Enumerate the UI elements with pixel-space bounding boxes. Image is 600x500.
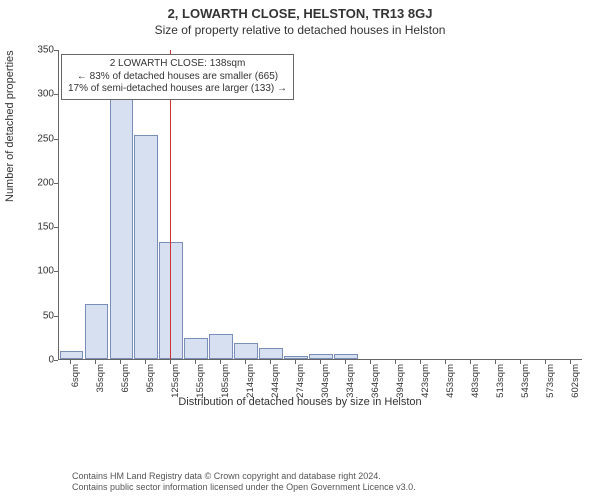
x-tick-label: 304sqm bbox=[320, 364, 331, 414]
y-tick-mark bbox=[54, 139, 58, 140]
x-tick-label: 602sqm bbox=[570, 364, 581, 414]
y-tick-label: 50 bbox=[24, 310, 54, 321]
x-tick-label: 513sqm bbox=[495, 364, 506, 414]
x-tick-label: 364sqm bbox=[370, 364, 381, 414]
histogram-bar bbox=[284, 356, 308, 359]
x-tick-label: 274sqm bbox=[295, 364, 306, 414]
y-tick-label: 0 bbox=[24, 355, 54, 366]
y-tick-mark bbox=[54, 271, 58, 272]
x-tick-label: 35sqm bbox=[95, 364, 106, 414]
footer-attribution: Contains HM Land Registry data © Crown c… bbox=[72, 471, 416, 494]
x-tick-label: 334sqm bbox=[345, 364, 356, 414]
y-tick-mark bbox=[54, 50, 58, 51]
annotation-line: 2 LOWARTH CLOSE: 138sqm bbox=[68, 58, 287, 71]
annotation-line: ← 83% of detached houses are smaller (66… bbox=[68, 71, 287, 84]
x-tick-label: 65sqm bbox=[120, 364, 131, 414]
y-tick-label: 350 bbox=[24, 45, 54, 56]
chart-container: Number of detached properties 2 LOWARTH … bbox=[0, 42, 600, 412]
x-tick-label: 6sqm bbox=[70, 364, 81, 414]
x-tick-label: 244sqm bbox=[270, 364, 281, 414]
x-tick-label: 125sqm bbox=[170, 364, 181, 414]
histogram-bar bbox=[110, 89, 134, 359]
histogram-bar bbox=[159, 242, 183, 359]
x-tick-label: 394sqm bbox=[395, 364, 406, 414]
x-tick-label: 543sqm bbox=[520, 364, 531, 414]
x-tick-label: 423sqm bbox=[420, 364, 431, 414]
x-tick-label: 155sqm bbox=[195, 364, 206, 414]
x-tick-label: 95sqm bbox=[145, 364, 156, 414]
histogram-bar bbox=[60, 351, 84, 359]
histogram-bar bbox=[209, 334, 233, 359]
x-tick-label: 483sqm bbox=[470, 364, 481, 414]
histogram-bar bbox=[85, 304, 109, 359]
x-tick-label: 185sqm bbox=[220, 364, 231, 414]
y-tick-mark bbox=[54, 183, 58, 184]
y-tick-mark bbox=[54, 316, 58, 317]
x-tick-label: 214sqm bbox=[245, 364, 256, 414]
histogram-bar bbox=[259, 348, 283, 359]
plot-area: 2 LOWARTH CLOSE: 138sqm← 83% of detached… bbox=[58, 50, 582, 360]
chart-title: 2, LOWARTH CLOSE, HELSTON, TR13 8GJ bbox=[0, 0, 600, 21]
histogram-bar bbox=[309, 354, 333, 359]
y-tick-label: 200 bbox=[24, 177, 54, 188]
y-tick-label: 250 bbox=[24, 133, 54, 144]
histogram-bar bbox=[134, 135, 158, 359]
y-tick-label: 150 bbox=[24, 222, 54, 233]
histogram-bar bbox=[184, 338, 208, 359]
y-tick-label: 100 bbox=[24, 266, 54, 277]
y-tick-mark bbox=[54, 94, 58, 95]
footer-line-1: Contains HM Land Registry data © Crown c… bbox=[72, 471, 416, 483]
y-tick-label: 300 bbox=[24, 89, 54, 100]
footer-line-2: Contains public sector information licen… bbox=[72, 482, 416, 494]
histogram-bar bbox=[334, 354, 358, 359]
y-axis-label: Number of detached properties bbox=[4, 50, 16, 202]
histogram-bar bbox=[234, 343, 258, 359]
annotation-box: 2 LOWARTH CLOSE: 138sqm← 83% of detached… bbox=[61, 54, 294, 100]
annotation-line: 17% of semi-detached houses are larger (… bbox=[68, 83, 287, 96]
y-tick-mark bbox=[54, 360, 58, 361]
chart-subtitle: Size of property relative to detached ho… bbox=[0, 21, 600, 37]
x-tick-label: 573sqm bbox=[545, 364, 556, 414]
y-tick-mark bbox=[54, 227, 58, 228]
x-tick-label: 453sqm bbox=[445, 364, 456, 414]
